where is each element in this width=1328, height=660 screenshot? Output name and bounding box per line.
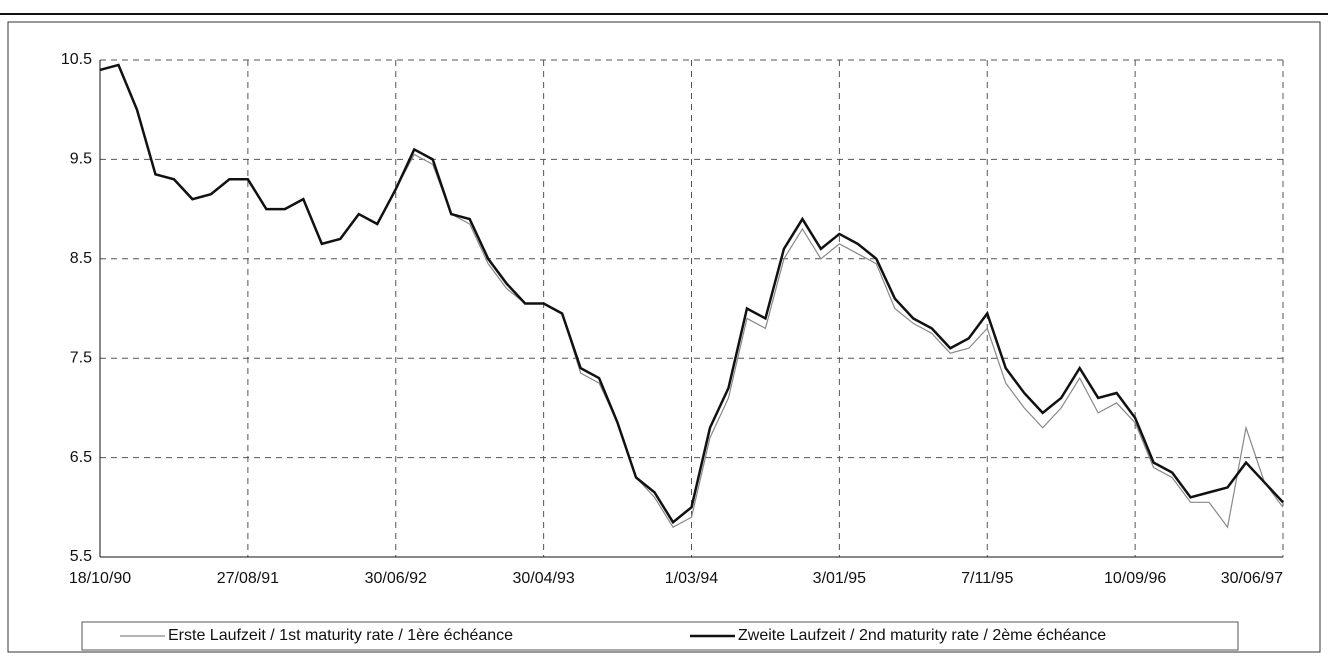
y-tick-label: 9.5 <box>70 151 92 168</box>
y-tick-label: 5.5 <box>70 548 92 565</box>
x-tick-label: 30/04/93 <box>512 570 574 587</box>
legend-label: Zweite Laufzeit / 2nd maturity rate / 2è… <box>738 627 1106 644</box>
y-tick-label: 8.5 <box>70 250 92 267</box>
x-tick-label: 3/01/95 <box>813 570 866 587</box>
series-line <box>99 63 1284 525</box>
legend-box <box>81 621 1239 651</box>
x-tick-label: 27/08/91 <box>217 570 279 587</box>
x-tick-label: 7/11/95 <box>961 570 1013 587</box>
x-tick-label: 18/10/90 <box>69 570 131 587</box>
x-tick-label: 30/06/92 <box>365 570 427 587</box>
y-tick-label: 6.5 <box>70 449 92 466</box>
x-tick-label: 30/06/97 <box>1221 570 1283 587</box>
y-tick-label: 10.5 <box>61 51 92 68</box>
legend-label: Erste Laufzeit / 1st maturity rate / 1èr… <box>168 627 513 644</box>
y-tick-label: 7.5 <box>70 349 92 366</box>
x-tick-label: 10/09/96 <box>1104 570 1166 587</box>
frame <box>7 21 1321 653</box>
x-tick-label: 1/03/94 <box>665 570 718 587</box>
